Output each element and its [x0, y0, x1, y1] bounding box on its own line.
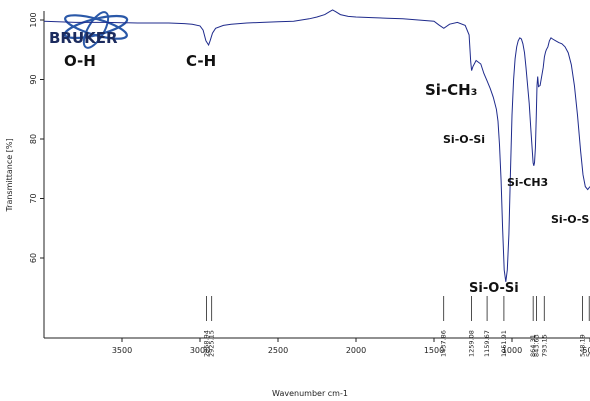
peak-marker-label: 1051.91	[500, 330, 508, 357]
y-tick-label: 60	[29, 253, 38, 263]
peak-marker-label: 2925.15	[208, 330, 216, 357]
x-tick-label: 1500	[424, 346, 444, 355]
band-label-sios-right: Si-O-S	[551, 213, 589, 226]
x-axis-title: Wavenumber cm-1	[272, 389, 348, 398]
peak-marker-label: 5...	[585, 347, 590, 357]
band-label-sich3-lower: Si-CH3	[507, 176, 548, 189]
peak-marker-label: 1159.67	[483, 330, 491, 357]
y-ticks: 100 90 80 70 60	[29, 12, 44, 263]
logo-text: BRUKER	[49, 29, 118, 47]
x-tick-label: 2000	[346, 346, 366, 355]
peak-marker-label: 1259.08	[468, 330, 476, 357]
band-label-siosi-upper: Si-O-Si	[443, 133, 485, 146]
peak-marker-label: 548.19	[578, 334, 586, 357]
band-label-oh: O-H	[64, 52, 96, 70]
bruker-logo: BRUKER	[49, 11, 129, 49]
y-tick-label: 80	[29, 134, 38, 144]
x-tick-label: 3000	[190, 346, 210, 355]
peak-marker-label: 843.63	[532, 334, 540, 357]
y-tick-label: 70	[29, 193, 38, 203]
y-tick-label: 90	[29, 74, 38, 84]
peak-marker-label: 2958.94	[202, 330, 210, 357]
band-label-sich3-upper: Si-CH₃	[425, 81, 477, 99]
peak-marker-label: 864.31	[529, 334, 537, 357]
peak-marker-label: 793.15	[540, 334, 548, 357]
y-axis-title: Transmittance [%]	[5, 138, 14, 212]
x-tick-label: 2500	[268, 346, 288, 355]
x-tick-label: 3500	[112, 346, 132, 355]
x-tick-label: 500	[582, 346, 590, 355]
x-tick-label: 1000	[502, 346, 522, 355]
spectrum-line	[43, 9, 590, 282]
x-ticks: 3500 3000 2500 2000 1500 1000 500	[112, 338, 590, 355]
y-tick-label: 100	[29, 12, 38, 27]
band-label-ch: C-H	[186, 52, 216, 70]
peak-marker-label: 1437.86	[440, 330, 448, 357]
band-label-siosi-lower: Si-O-Si	[469, 281, 519, 296]
